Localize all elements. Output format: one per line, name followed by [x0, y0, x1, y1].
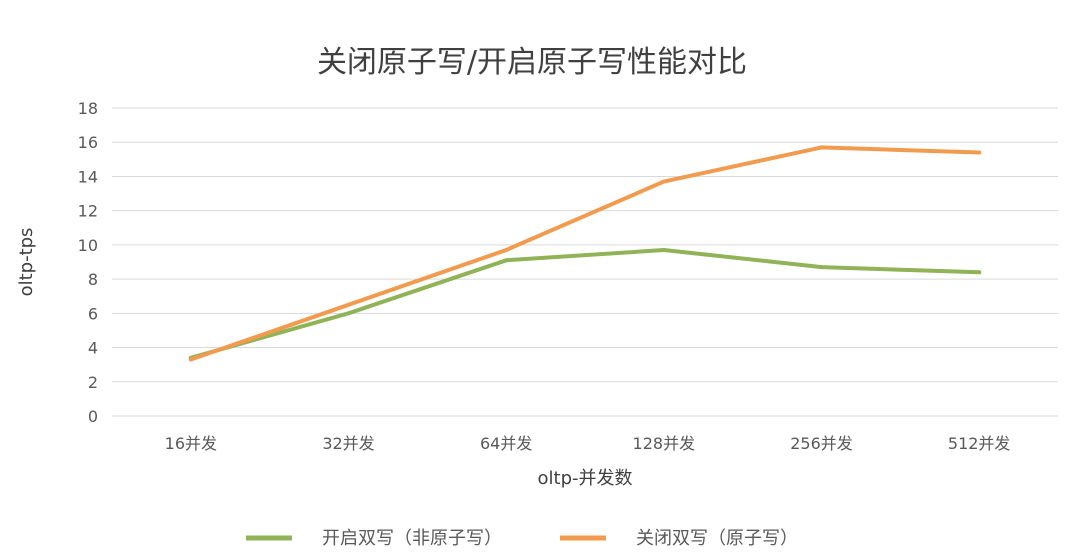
data-point [504, 248, 509, 253]
x-tick-label: 32并发 [322, 434, 374, 453]
legend: 开启双写（非原子写） 关闭双写（原子写） [246, 528, 798, 549]
y-axis-label: oltp-tps [16, 228, 37, 297]
x-tick-label: 256并发 [790, 434, 853, 453]
data-point [819, 265, 824, 270]
data-point [504, 258, 509, 263]
legend-label: 开启双写（非原子写） [322, 528, 502, 549]
data-point [661, 179, 666, 184]
data-point [819, 145, 824, 150]
chart-title: 关闭原子写/开启原子写性能对比 [317, 45, 747, 80]
y-tick-label: 10 [78, 236, 98, 255]
x-tick-label: 64并发 [480, 434, 532, 453]
data-point [346, 302, 351, 307]
data-point [977, 270, 982, 275]
gridlines [112, 107, 1058, 417]
data-point [188, 357, 193, 362]
x-tick-label: 512并发 [948, 434, 1011, 453]
x-axis-ticks: 16并发 32并发 64并发 128并发 256并发 512并发 [165, 434, 1011, 453]
series-line-2 [188, 145, 982, 362]
y-tick-label: 0 [88, 407, 98, 426]
y-tick-label: 8 [88, 270, 98, 289]
y-tick-label: 2 [88, 373, 98, 392]
y-tick-label: 4 [88, 339, 98, 358]
y-tick-label: 18 [78, 99, 98, 118]
y-tick-label: 6 [88, 304, 98, 323]
y-tick-label: 14 [78, 167, 98, 186]
x-tick-label: 16并发 [165, 434, 217, 453]
data-point [661, 248, 666, 253]
legend-label: 关闭双写（原子写） [636, 528, 798, 549]
series-line-1 [188, 248, 982, 360]
y-tick-label: 12 [78, 202, 98, 221]
y-axis-ticks: 0 2 4 6 8 10 12 14 16 18 [78, 99, 98, 426]
x-tick-label: 128并发 [633, 434, 696, 453]
data-point [977, 150, 982, 155]
series-lines [188, 145, 982, 362]
x-axis-label: oltp-并发数 [538, 468, 633, 489]
data-point [346, 311, 351, 316]
y-tick-label: 16 [78, 133, 98, 152]
